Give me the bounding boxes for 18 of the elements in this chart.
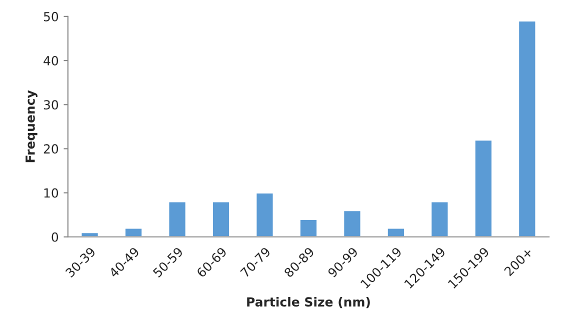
- bar: [212, 200, 230, 237]
- y-tick-label: 40: [44, 56, 58, 66]
- bar: [518, 20, 537, 237]
- bar: [124, 227, 143, 237]
- bar: [474, 139, 493, 237]
- y-tick-label: 20: [44, 144, 58, 154]
- bar: [255, 192, 274, 237]
- y-tick-label: 10: [44, 188, 58, 198]
- y-tick-label: 0: [52, 232, 58, 242]
- y-tick-label: 50: [44, 12, 58, 22]
- x-axis-title: Particle Size (nm): [247, 296, 370, 308]
- bar: [168, 200, 187, 237]
- bar: [299, 218, 318, 237]
- y-tick-label: 30: [44, 100, 58, 110]
- y-axis-title: Frequency: [26, 90, 38, 162]
- bar: [386, 227, 406, 237]
- bar: [342, 210, 362, 237]
- bar: [430, 200, 450, 237]
